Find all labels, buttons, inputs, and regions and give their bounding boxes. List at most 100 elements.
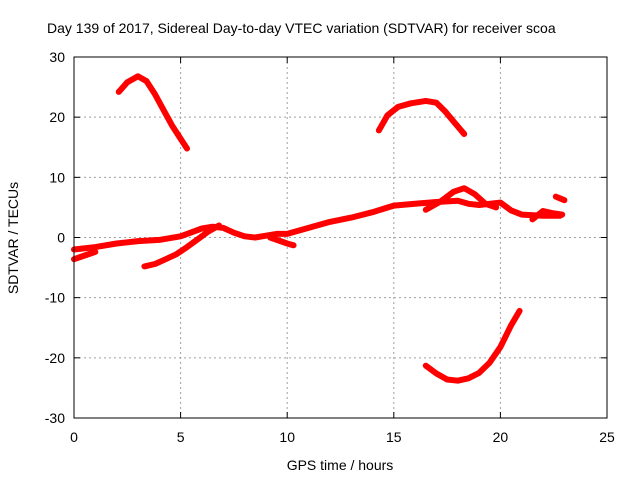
data-point	[152, 261, 158, 267]
data-point	[444, 376, 450, 383]
series-baseline-long	[71, 197, 564, 253]
chart-title: Day 139 of 2017, Sidereal Day-to-day VTE…	[47, 20, 556, 36]
data-point	[173, 251, 179, 257]
data-point	[348, 215, 354, 221]
data-point	[178, 233, 184, 239]
data-point	[553, 194, 559, 200]
data-point	[423, 207, 429, 213]
series-layer	[71, 73, 568, 384]
x-tick-label: 25	[599, 429, 615, 445]
data-point	[465, 201, 471, 207]
data-point	[508, 322, 514, 328]
series-tail-22	[529, 208, 566, 223]
data-point	[116, 89, 122, 95]
data-point	[508, 207, 514, 213]
data-point	[551, 210, 557, 216]
data-point	[199, 225, 205, 232]
data-point	[450, 189, 457, 195]
data-point	[163, 256, 169, 262]
y-tick-label: 30	[49, 49, 65, 65]
data-point	[376, 127, 382, 133]
tick-layer: 0 5 10 15 20 25 -30 -20 -10 0 10 20 30	[45, 49, 615, 445]
data-point	[141, 263, 147, 269]
data-point	[455, 378, 461, 384]
data-point	[160, 107, 167, 113]
data-point	[461, 185, 467, 191]
data-point	[152, 91, 158, 97]
data-point	[487, 360, 493, 366]
data-point	[408, 100, 414, 106]
data-point	[178, 136, 184, 142]
data-point	[92, 244, 98, 250]
data-point	[284, 240, 290, 247]
data-point	[231, 230, 237, 236]
x-tick-label: 20	[493, 429, 509, 445]
data-point	[82, 252, 88, 259]
data-point	[327, 219, 333, 225]
data-point	[559, 212, 565, 218]
data-point	[216, 222, 222, 229]
data-point	[205, 228, 211, 235]
data-point	[493, 204, 499, 210]
data-point	[92, 249, 98, 255]
data-point	[455, 198, 461, 204]
series-arc-top-left	[115, 73, 190, 152]
data-point	[561, 197, 568, 203]
data-point	[135, 73, 141, 79]
data-point	[156, 237, 162, 243]
data-point	[412, 201, 418, 207]
data-point	[438, 198, 444, 204]
data-point	[305, 225, 312, 231]
data-point	[497, 200, 503, 206]
data-point	[433, 370, 439, 377]
data-point	[497, 344, 503, 350]
data-point	[519, 212, 525, 218]
series-arc-top-right	[375, 97, 468, 137]
y-tick-label: -20	[45, 350, 65, 366]
data-point	[395, 104, 401, 110]
data-point	[273, 231, 280, 237]
y-axis-label: SDTVAR / TECUs	[5, 182, 21, 294]
data-point	[276, 237, 282, 244]
data-point	[517, 308, 523, 314]
data-point	[461, 131, 467, 137]
data-point	[442, 108, 448, 114]
x-axis-label: GPS time / hours	[287, 457, 394, 473]
data-point	[220, 225, 226, 231]
data-point	[195, 236, 201, 242]
series-dip-9-10	[267, 234, 297, 249]
data-point	[242, 233, 248, 239]
data-point	[476, 370, 482, 376]
x-tick-label: 15	[386, 429, 402, 445]
data-point	[465, 375, 471, 381]
y-tick-label: -30	[45, 410, 65, 426]
data-point	[384, 112, 390, 118]
data-point	[184, 244, 190, 250]
y-tick-label: -10	[45, 290, 65, 306]
data-point	[433, 100, 439, 106]
data-point	[369, 209, 376, 215]
data-point	[169, 123, 175, 129]
data-point	[135, 238, 141, 244]
grid-layer	[74, 57, 607, 418]
x-tick-label: 10	[279, 429, 295, 445]
data-point	[540, 208, 546, 214]
data-point	[450, 118, 457, 124]
data-point	[284, 231, 290, 237]
data-point	[143, 78, 150, 84]
y-tick-label: 10	[49, 169, 65, 185]
data-point	[423, 363, 429, 369]
data-point	[124, 79, 130, 85]
series-valley-bottom	[422, 307, 523, 384]
x-tick-label: 5	[177, 429, 185, 445]
data-point	[482, 201, 489, 207]
data-point	[267, 234, 273, 241]
data-point	[423, 98, 429, 104]
data-point	[529, 216, 536, 222]
y-tick-label: 20	[49, 109, 65, 125]
data-point	[291, 242, 297, 248]
data-point	[184, 145, 190, 152]
data-point	[114, 240, 120, 247]
data-point	[472, 191, 478, 197]
